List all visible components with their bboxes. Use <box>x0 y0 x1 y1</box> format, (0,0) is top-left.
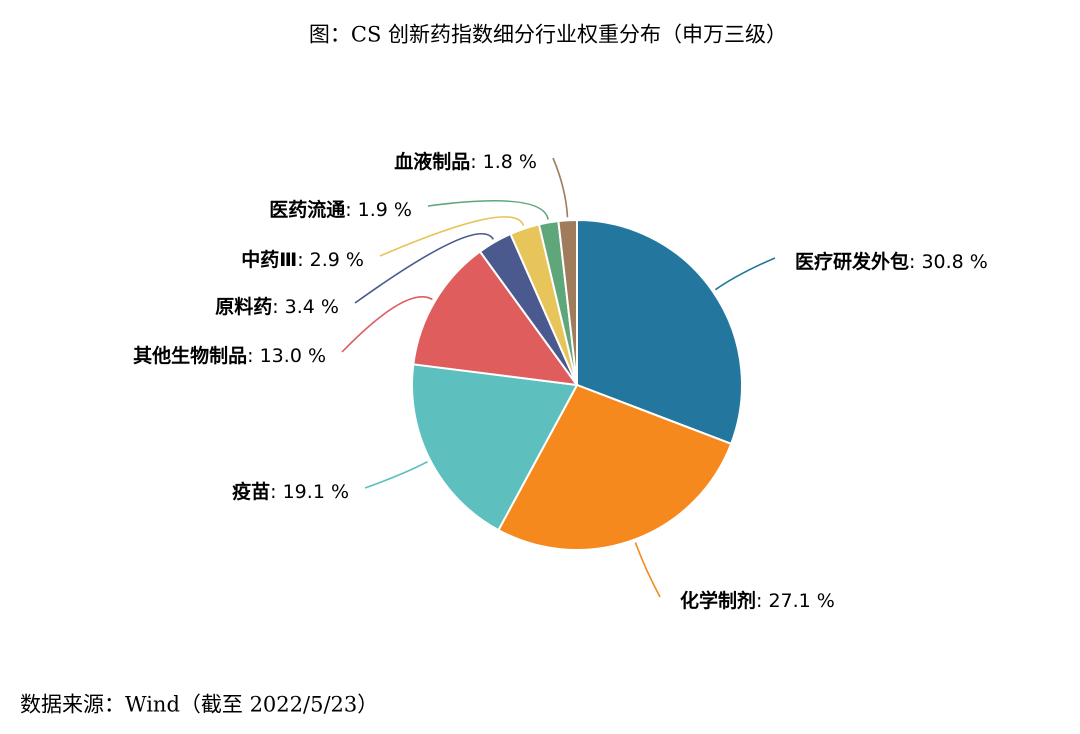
leader-line <box>364 461 428 489</box>
label-value: : 3.4 % <box>272 296 339 318</box>
pie-slice <box>497 383 733 551</box>
leader-line <box>379 216 525 257</box>
data-label: 疫苗: 19.1 % <box>232 480 349 503</box>
data-label: 其他生物制品: 13.0 % <box>133 344 326 367</box>
label-name: 化学制剂 <box>680 589 756 612</box>
data-label: 原料药: 3.4 % <box>215 295 339 318</box>
source-note: 数据来源：Wind（截至 2022/5/23） <box>20 693 378 717</box>
data-label: 中药Ⅲ: 2.9 % <box>241 248 364 271</box>
pie-slice <box>576 218 743 446</box>
pie-slice <box>412 250 580 387</box>
label-name: 医药流通 <box>269 198 346 221</box>
label-value: : 19.1 % <box>270 481 349 503</box>
label-name: 医疗研发外包 <box>795 250 909 273</box>
leader-line <box>634 542 661 598</box>
label-name: 疫苗 <box>232 480 270 503</box>
label-value: : 27.1 % <box>756 590 835 612</box>
leader-line <box>552 157 569 218</box>
chart-title: 图：CS 创新药指数细分行业权重分布（申万三级） <box>309 23 787 47</box>
data-label: 化学制剂: 27.1 % <box>680 589 835 612</box>
label-value: : 1.8 % <box>470 151 537 173</box>
leader-line <box>341 296 433 353</box>
label-name: 其他生物制品 <box>133 344 247 367</box>
label-name: 中药Ⅲ <box>241 248 297 271</box>
pie-slice <box>557 218 578 386</box>
label-name: 原料药 <box>215 295 272 318</box>
label-value: : 30.8 % <box>909 251 988 273</box>
pie-slice <box>411 363 579 532</box>
leader-line <box>354 232 494 304</box>
data-label: 血液制品: 1.8 % <box>394 150 537 173</box>
leader-line <box>427 200 549 220</box>
data-label: 医疗研发外包: 30.8 % <box>795 250 988 273</box>
label-value: : 2.9 % <box>297 249 364 271</box>
label-name: 血液制品 <box>394 150 470 173</box>
leader-line <box>714 257 776 291</box>
data-label: 医药流通: 1.9 % <box>269 198 412 221</box>
label-value: : 1.9 % <box>345 199 412 221</box>
label-value: : 13.0 % <box>247 345 326 367</box>
